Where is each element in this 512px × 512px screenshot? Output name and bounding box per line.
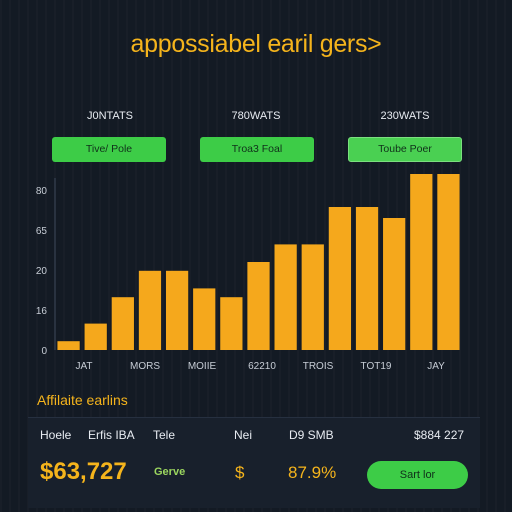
page-title: appossiabel earil gers> [130,30,382,58]
x-tick-label: JAY [427,361,445,372]
y-tick-label: 20 [36,266,48,277]
y-tick-label: 16 [36,306,48,317]
y-tick-label: 0 [41,346,47,357]
currency-symbol: $ [235,463,245,482]
header-col-6: $884 227 [414,428,465,442]
x-tick-label: TOT19 [361,361,392,372]
x-tick-label: TROIS [303,361,334,372]
header-col-3: Tele [153,428,176,442]
stat-heading-3: 230WATS [380,110,430,122]
x-tick-label: JAT [75,361,92,372]
earnings-bar-chart: 0 16 20 65 80 JAT MORS MOIIE 62210 TROIS TOT19 JAY [36,174,460,372]
bar [274,244,297,350]
bar [220,297,243,350]
stat-button-2[interactable]: Troa3 Foal [200,137,314,162]
bar [247,262,270,350]
stat-button-1[interactable]: Tive/ Pole [52,137,166,162]
start-action-button[interactable]: Sart lor [367,461,468,489]
stat-heading-1: J0NTATS [86,110,134,122]
header-col-1: Hoele [40,428,72,442]
stat-button-3[interactable]: Toube Poer [348,137,462,162]
stat-heading-2: 780WATS [231,110,281,122]
header-col-4: Nei [234,428,253,442]
bar [355,207,379,350]
earnings-percent: 87.9% [288,463,337,482]
header-col-5: D9 SMB [289,428,334,442]
header-col-2: Erfis IBA [88,428,135,442]
x-tick-label: MORS [130,361,160,372]
y-tick-label: 65 [36,226,48,237]
bar [301,244,324,350]
affiliate-earnings-label: Affilaite earlins [37,392,128,408]
bar [383,218,406,350]
bar [57,341,80,350]
bar [410,174,433,350]
y-tick-label: 80 [36,186,48,197]
x-tick-label: MOIIE [188,361,217,372]
total-earnings-value: $63,727 [40,458,127,485]
bar [138,270,162,350]
bar [437,174,460,350]
bar [165,270,189,350]
bar [111,297,134,350]
bar [328,207,352,350]
bar [193,288,216,350]
bar [84,323,107,350]
x-tick-label: 62210 [248,361,276,372]
earnings-tag: Gerve [154,466,186,478]
